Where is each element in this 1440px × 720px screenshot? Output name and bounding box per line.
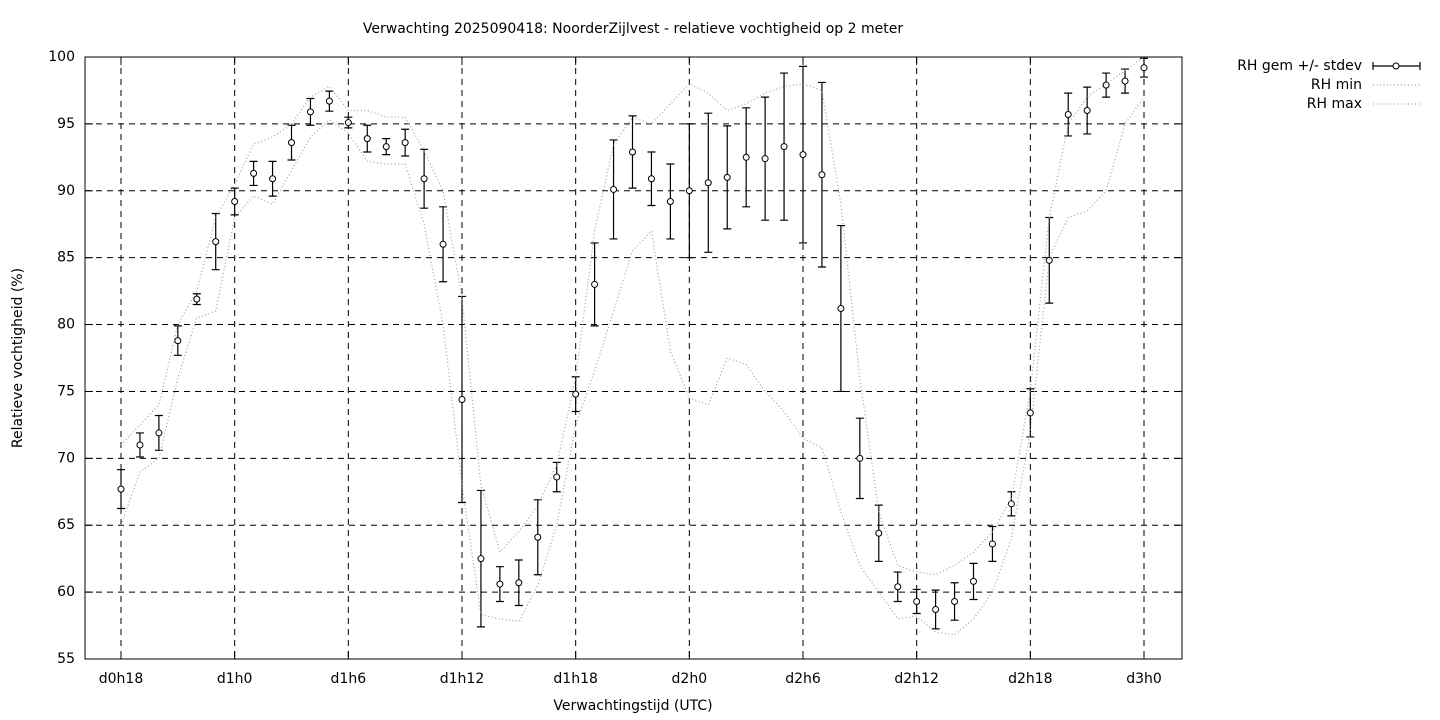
point: [382, 143, 390, 151]
point: [932, 606, 940, 614]
point: [1121, 77, 1129, 85]
x-tick-label: d1h18: [553, 671, 597, 687]
point: [193, 295, 201, 303]
x-tick-label: d3h0: [1126, 671, 1162, 687]
y-tick-label: 95: [57, 116, 75, 132]
point: [742, 153, 750, 161]
x-tick-label: d2h18: [1008, 671, 1052, 687]
x-tick-label: d2h0: [672, 671, 708, 687]
y-tick-label: 80: [57, 317, 75, 333]
point: [1026, 409, 1034, 417]
point: [1083, 107, 1091, 115]
point: [837, 305, 845, 313]
x-tick-label: d0h18: [99, 671, 143, 687]
y-tick-label: 60: [57, 584, 75, 600]
y-tick-label: 100: [48, 49, 75, 65]
y-tick-label: 90: [57, 183, 75, 199]
y-axis-label: Relatieve vochtigheid (%): [10, 268, 26, 448]
plot-border: [84, 56, 1183, 660]
y-tick-label: 65: [57, 517, 75, 533]
x-axis-label: Verwachtingstijd (UTC): [553, 698, 712, 714]
point: [155, 429, 163, 437]
point: [174, 337, 182, 345]
point: [401, 139, 409, 147]
point: [477, 555, 485, 563]
point: [951, 597, 959, 605]
line: [120, 96, 1145, 636]
point: [363, 135, 371, 143]
y-tick-label: 55: [57, 651, 75, 667]
point: [515, 579, 523, 587]
y-tick-label: 70: [57, 450, 75, 466]
point: [666, 197, 674, 205]
point: [1045, 256, 1053, 264]
point: [704, 179, 712, 187]
point: [496, 580, 504, 588]
point: [288, 139, 295, 147]
point: [913, 597, 921, 605]
point: [610, 185, 618, 193]
point: [799, 151, 807, 159]
legend-label: RH gem +/- stdev: [1237, 58, 1362, 74]
legend-label: RH min: [1311, 77, 1362, 93]
point: [458, 395, 466, 403]
point: [970, 577, 977, 585]
point: [269, 175, 277, 183]
point: [761, 155, 769, 163]
point: [534, 533, 542, 541]
point: [439, 240, 447, 248]
point: [420, 175, 428, 183]
line: [120, 56, 1145, 576]
point: [1007, 500, 1015, 508]
point: [325, 97, 333, 105]
x-tick-label: d1h0: [217, 671, 253, 687]
point: [572, 390, 580, 398]
point: [856, 454, 864, 462]
point: [894, 583, 902, 591]
x-tick-label: d1h12: [440, 671, 484, 687]
y-tick-label: 85: [57, 250, 75, 266]
point: [988, 540, 996, 548]
point: [875, 529, 883, 537]
point: [1140, 64, 1148, 72]
point: [553, 473, 561, 481]
point: [344, 119, 352, 127]
y-tick-label: 75: [57, 383, 75, 399]
point: [685, 187, 693, 195]
point: [250, 169, 258, 177]
point: [1102, 81, 1110, 89]
point: [818, 171, 826, 179]
point: [780, 143, 788, 151]
point: [306, 108, 314, 116]
legend-marker: [1392, 62, 1400, 70]
point: [591, 280, 599, 288]
x-tick-label: d1h6: [331, 671, 367, 687]
point: [723, 173, 731, 181]
point: [629, 148, 636, 156]
point: [136, 441, 144, 449]
point: [117, 485, 125, 493]
point: [212, 238, 220, 246]
point: [647, 175, 655, 183]
point: [231, 197, 239, 205]
chart-title: Verwachting 2025090418: NoorderZijlvest …: [363, 21, 903, 37]
x-tick-label: d2h6: [785, 671, 821, 687]
legend-label: RH max: [1307, 96, 1362, 112]
x-tick-label: d2h12: [894, 671, 938, 687]
point: [1064, 111, 1072, 119]
